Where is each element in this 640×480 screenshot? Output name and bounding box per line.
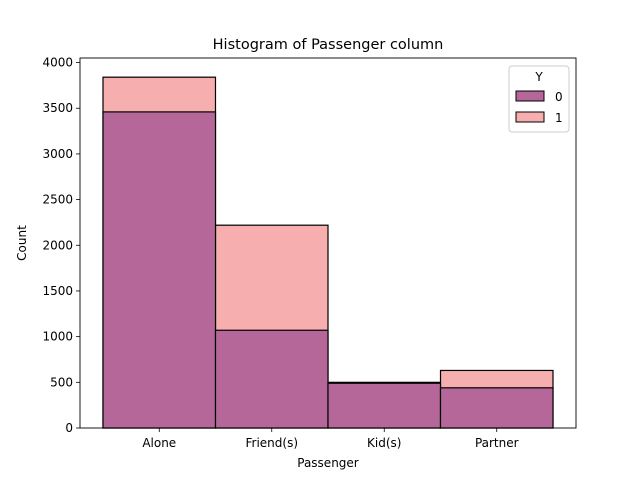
legend-label: 1	[555, 111, 563, 125]
y-tick-label: 1500	[42, 284, 73, 298]
bar-y0-friends	[214, 329, 329, 429]
legend: Y 0 1	[508, 65, 570, 133]
y-tick-label: 4000	[42, 56, 73, 70]
y-tick-label: 500	[50, 375, 73, 389]
plot-frame	[79, 57, 577, 429]
x-axis: Alone Friend(s) Kid(s) Partner	[142, 428, 519, 450]
x-tick-label: Alone	[142, 436, 176, 450]
y-tick-label: 0	[65, 421, 73, 435]
y-tick-label: 2500	[42, 193, 73, 207]
legend-swatch	[515, 111, 545, 123]
y-axis-label: Count	[15, 225, 29, 261]
legend-label: 0	[555, 90, 563, 104]
y-axis: 0 500 1000 1500 2000 2500 3000 3500 4000	[42, 56, 80, 435]
x-tick-label: Kid(s)	[367, 436, 401, 450]
legend-swatch	[515, 90, 545, 102]
y-tick-label: 3500	[42, 101, 73, 115]
chart-title: Histogram of Passenger column	[213, 37, 444, 53]
x-tick-label: Partner	[475, 436, 519, 450]
bar-y0-alone	[102, 111, 217, 429]
x-axis-label: Passenger	[297, 456, 359, 470]
legend-title: Y	[534, 70, 543, 84]
bar-y0-partner	[439, 387, 554, 429]
y-tick-label: 1000	[42, 330, 73, 344]
y-tick-label: 2000	[42, 238, 73, 252]
plot-area	[102, 76, 554, 429]
x-tick-label: Friend(s)	[245, 436, 298, 450]
y-tick-label: 3000	[42, 147, 73, 161]
bar-y0-kids	[327, 382, 442, 429]
